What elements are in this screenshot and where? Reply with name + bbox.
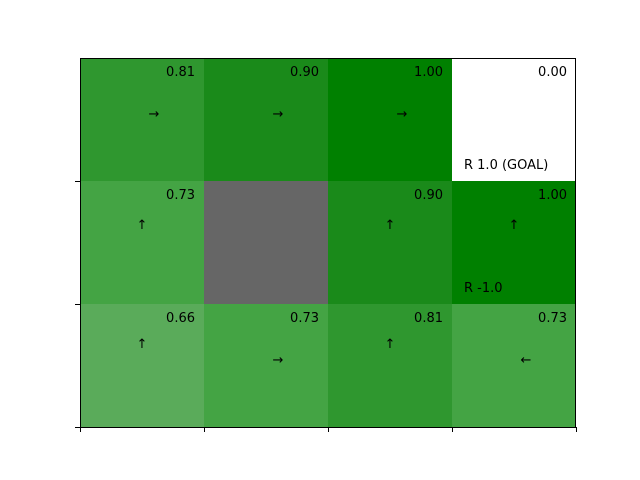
grid-cell: 0.90 → xyxy=(204,58,328,181)
cell-value: 0.66 xyxy=(166,311,195,326)
grid-cell: 0.90 ↑ xyxy=(328,181,452,304)
cell-background xyxy=(328,58,452,181)
wall-cell xyxy=(204,181,328,304)
arrow-left-icon: ← xyxy=(521,353,532,368)
grid-cell: 0.73 ↑ xyxy=(80,181,204,304)
arrow-up-icon: ↑ xyxy=(509,218,520,233)
cell-background xyxy=(204,58,328,181)
axis-ticks xyxy=(75,181,577,432)
arrow-right-icon: → xyxy=(149,107,160,122)
cell-background xyxy=(80,304,204,427)
grid-cell: 0.81 ↑ xyxy=(328,304,452,427)
cell-background xyxy=(80,181,204,304)
grid-cells: 0.81→0.90→1.00→0.00R 1.0 (GOAL)0.73↑0.90… xyxy=(80,58,576,427)
arrow-up-icon: ↑ xyxy=(137,337,148,352)
arrow-right-icon: → xyxy=(273,107,284,122)
cell-value: 0.81 xyxy=(166,65,195,80)
cell-value: 0.81 xyxy=(414,311,443,326)
cell-value: 0.00 xyxy=(538,65,567,80)
arrow-up-icon: ↑ xyxy=(385,218,396,233)
cell-value: 0.90 xyxy=(290,65,319,80)
cell-background xyxy=(204,181,328,304)
grid-cell: 0.00 R 1.0 (GOAL) xyxy=(452,58,576,181)
cell-background xyxy=(204,304,328,427)
grid-cell: 0.73 ← xyxy=(452,304,576,427)
cell-value: 0.90 xyxy=(414,188,443,203)
cell-background xyxy=(328,181,452,304)
cell-value: 1.00 xyxy=(414,65,443,80)
cell-value: 0.73 xyxy=(166,188,195,203)
cell-value: 0.73 xyxy=(290,311,319,326)
cell-value: 0.73 xyxy=(538,311,567,326)
cell-background xyxy=(328,304,452,427)
grid-cell: 1.00 → xyxy=(328,58,452,181)
arrow-up-icon: ↑ xyxy=(137,218,148,233)
arrow-right-icon: → xyxy=(273,353,284,368)
grid-cell: 0.66 ↑ xyxy=(80,304,204,427)
grid-cell: 0.73 → xyxy=(204,304,328,427)
arrow-up-icon: ↑ xyxy=(385,337,396,352)
cell-background xyxy=(452,181,576,304)
cell-background xyxy=(452,304,576,427)
cell-value: 1.00 xyxy=(538,188,567,203)
cell-background xyxy=(452,58,576,181)
reward-label: R -1.0 xyxy=(464,281,503,296)
arrow-right-icon: → xyxy=(397,107,408,122)
cell-background xyxy=(80,58,204,181)
grid-cell: 1.00 ↑ R -1.0 xyxy=(452,181,576,304)
grid-cell: 0.81 → xyxy=(80,58,204,181)
reward-label: R 1.0 (GOAL) xyxy=(464,158,548,173)
